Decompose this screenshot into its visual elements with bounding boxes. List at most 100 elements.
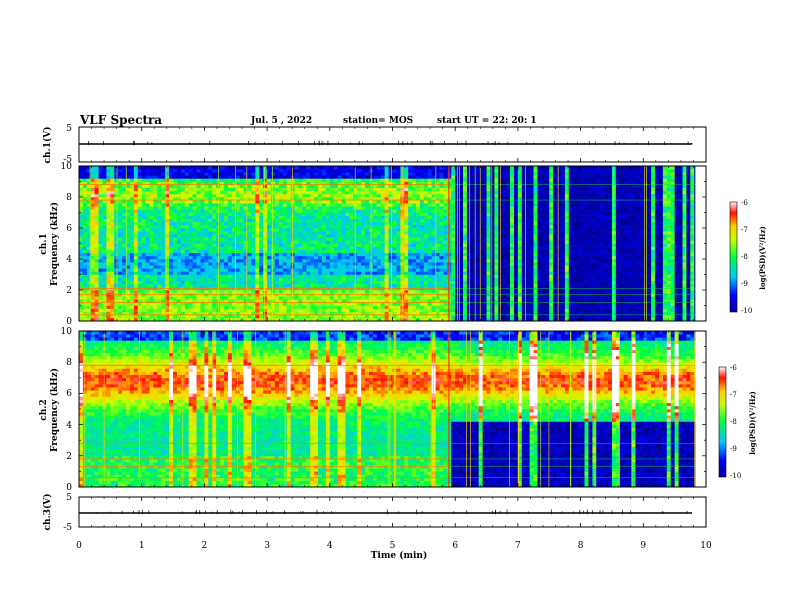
spectrogram-cell bbox=[377, 175, 381, 178]
spectrogram-cell bbox=[416, 244, 420, 247]
spectrogram-cell bbox=[134, 213, 138, 216]
spectrogram-cell bbox=[381, 209, 385, 212]
spectrogram-cell bbox=[432, 290, 436, 293]
spectrogram-cell bbox=[150, 188, 154, 191]
spectrogram-cell bbox=[338, 271, 342, 274]
spectrogram-cell bbox=[204, 234, 208, 237]
spectrogram-cell bbox=[212, 206, 216, 209]
spectrogram-cell bbox=[224, 222, 228, 225]
spectrogram-cell bbox=[393, 247, 397, 250]
spectrogram-cell bbox=[169, 191, 173, 194]
spectrogram-cell bbox=[330, 250, 334, 253]
spectrogram-cell bbox=[244, 290, 248, 293]
spectrogram-cell bbox=[208, 262, 212, 265]
spectrogram-cell bbox=[451, 234, 455, 237]
spectrogram-cell bbox=[134, 209, 138, 212]
spectrogram-cell bbox=[334, 306, 338, 309]
spectrogram-cell bbox=[224, 188, 228, 191]
spectrogram-cell bbox=[79, 200, 83, 203]
spectrogram-cell bbox=[259, 256, 263, 259]
spectrogram-cell bbox=[110, 194, 114, 197]
spectrogram-cell bbox=[110, 191, 114, 194]
spectrogram-cell bbox=[393, 306, 397, 309]
spectrogram-cell bbox=[396, 250, 400, 253]
spectrogram-cell bbox=[436, 203, 440, 206]
spectrogram-cell bbox=[83, 244, 87, 247]
spectrogram-cell bbox=[91, 175, 95, 178]
spectrogram-cell bbox=[236, 271, 240, 274]
spectrogram-cell bbox=[110, 275, 114, 278]
spectrogram-cell bbox=[393, 175, 397, 178]
spectrogram-cell bbox=[338, 216, 342, 219]
spectrogram-cell bbox=[287, 240, 291, 243]
spectrogram-cell bbox=[138, 290, 142, 293]
spectrogram-cell bbox=[310, 265, 314, 268]
spectrogram-cell bbox=[189, 225, 193, 228]
spectrogram-cell bbox=[298, 315, 302, 318]
spectrogram-cell bbox=[338, 315, 342, 318]
spectrogram-cell bbox=[83, 172, 87, 175]
spectrogram-cell bbox=[385, 172, 389, 175]
spectrogram-cell bbox=[416, 191, 420, 194]
spectrogram-cell bbox=[349, 191, 353, 194]
spectrogram-cell bbox=[404, 169, 408, 172]
spectrogram-cell bbox=[114, 306, 118, 309]
spectrogram-cell bbox=[298, 191, 302, 194]
spectrogram-cell bbox=[361, 169, 365, 172]
spectrogram-cell bbox=[79, 213, 83, 216]
spectrogram-cell bbox=[322, 216, 326, 219]
spectrogram-cell bbox=[443, 306, 447, 309]
spectrogram-cell bbox=[185, 188, 189, 191]
spectrogram-cell bbox=[248, 188, 252, 191]
spectrogram-cell bbox=[138, 178, 142, 181]
spectrogram-cell bbox=[365, 213, 369, 216]
spectrogram-cell bbox=[338, 206, 342, 209]
spectrogram-cell bbox=[338, 194, 342, 197]
spectrogram-cell bbox=[142, 172, 146, 175]
spectrogram-cell bbox=[440, 219, 444, 222]
date-label: Jul. 5 , 2022 bbox=[250, 116, 312, 126]
spectrogram-cell bbox=[95, 250, 99, 253]
spectrogram-cell bbox=[295, 240, 299, 243]
spectrogram-cell bbox=[318, 188, 322, 191]
spectrogram-cell bbox=[263, 209, 267, 212]
spectrogram-cell bbox=[416, 271, 420, 274]
spectrogram-cell bbox=[106, 315, 110, 318]
spectrogram-cell bbox=[173, 234, 177, 237]
spectrogram-cell bbox=[365, 219, 369, 222]
spectrogram-cell bbox=[236, 244, 240, 247]
spectrogram-cell bbox=[322, 209, 326, 212]
spectrogram-cell bbox=[267, 216, 271, 219]
spectrogram-cell bbox=[263, 302, 267, 305]
spectrogram-cell bbox=[373, 250, 377, 253]
spectrogram-cell bbox=[204, 178, 208, 181]
spectrogram-cell bbox=[169, 259, 173, 262]
spectrogram-cell bbox=[389, 302, 393, 305]
spectrogram-cell bbox=[138, 234, 142, 237]
spectrogram-cell bbox=[306, 188, 310, 191]
spectrogram-cell bbox=[408, 213, 412, 216]
spectrogram-cell bbox=[349, 284, 353, 287]
spectrogram-cell bbox=[106, 240, 110, 243]
spectrogram-cell bbox=[99, 200, 103, 203]
spectrogram-cell bbox=[138, 271, 142, 274]
spectrogram-cell bbox=[357, 166, 361, 169]
spectrogram-cell bbox=[244, 256, 248, 259]
spectrogram-cell bbox=[240, 265, 244, 268]
spectrogram-cell bbox=[302, 306, 306, 309]
spectrogram-cell bbox=[150, 306, 154, 309]
spectrogram-cell bbox=[83, 200, 87, 203]
spectrogram-cell bbox=[142, 206, 146, 209]
spectrogram-cell bbox=[416, 296, 420, 299]
spectrogram-cell bbox=[381, 234, 385, 237]
spectrogram-cell bbox=[103, 234, 107, 237]
spectrogram-cell bbox=[420, 206, 424, 209]
spectrogram-cell bbox=[157, 268, 161, 271]
spectrogram-cell bbox=[451, 237, 455, 240]
spectrogram-cell bbox=[436, 172, 440, 175]
spectrogram-cell bbox=[306, 281, 310, 284]
spectrogram-cell bbox=[283, 240, 287, 243]
spectrogram-cell bbox=[150, 231, 154, 234]
spectrogram-cell bbox=[110, 250, 114, 253]
spectrogram-cell bbox=[161, 166, 165, 169]
